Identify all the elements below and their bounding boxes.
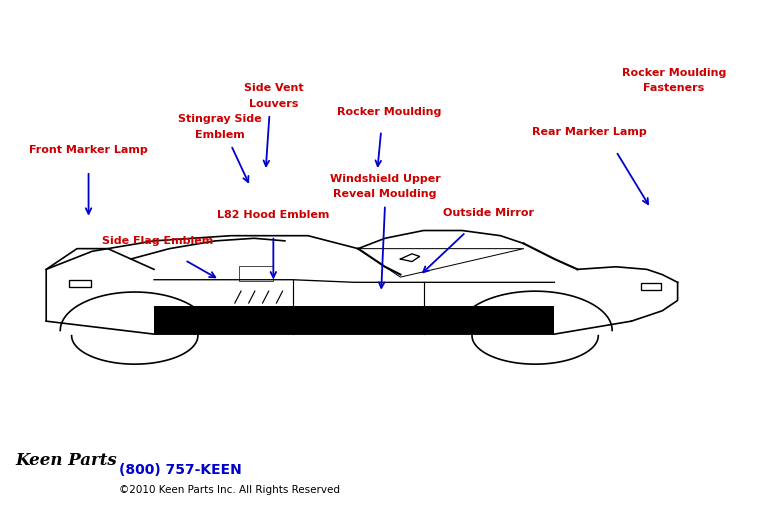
Text: Rocker Moulding: Rocker Moulding	[336, 107, 441, 117]
Text: Emblem: Emblem	[195, 130, 244, 140]
Text: Front Marker Lamp: Front Marker Lamp	[29, 146, 148, 155]
Text: Rear Marker Lamp: Rear Marker Lamp	[531, 127, 647, 137]
Text: (800) 757-KEEN: (800) 757-KEEN	[119, 463, 242, 477]
Text: Louvers: Louvers	[249, 99, 298, 109]
Text: Stingray Side: Stingray Side	[178, 114, 261, 124]
Text: Windshield Upper: Windshield Upper	[330, 174, 440, 184]
Text: Rocker Moulding: Rocker Moulding	[621, 68, 726, 78]
Text: Fasteners: Fasteners	[643, 83, 705, 93]
Text: Side Vent: Side Vent	[243, 83, 303, 93]
Text: Reveal Moulding: Reveal Moulding	[333, 190, 437, 199]
Text: Outside Mirror: Outside Mirror	[444, 208, 534, 218]
FancyBboxPatch shape	[154, 306, 554, 334]
Text: L82 Hood Emblem: L82 Hood Emblem	[217, 210, 330, 220]
Text: Side Flag Emblem: Side Flag Emblem	[102, 236, 213, 246]
Text: ©2010 Keen Parts Inc. All Rights Reserved: ©2010 Keen Parts Inc. All Rights Reserve…	[119, 485, 340, 495]
Text: Keen Parts: Keen Parts	[15, 452, 117, 469]
